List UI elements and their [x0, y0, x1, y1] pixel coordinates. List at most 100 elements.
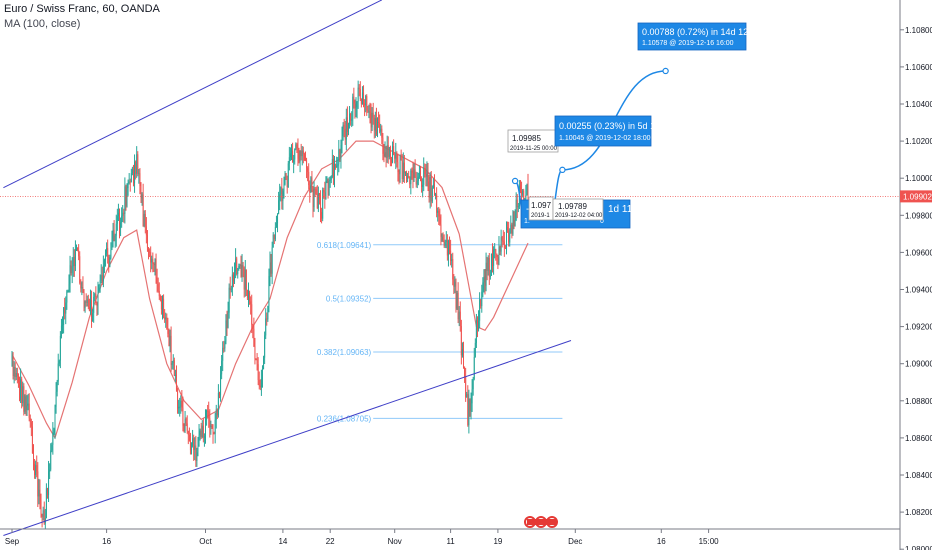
candle-body — [325, 180, 327, 200]
candle-body — [223, 347, 225, 349]
candle-body — [237, 268, 239, 275]
candle-body — [92, 312, 94, 322]
candle-body — [316, 193, 318, 208]
candle-body — [107, 248, 109, 257]
candle-body — [277, 214, 279, 224]
candle-body — [258, 380, 260, 386]
candle-body — [499, 247, 501, 252]
candle-body — [27, 403, 29, 406]
candle-body — [369, 111, 371, 115]
candle-body — [354, 103, 356, 109]
candle-body — [72, 257, 74, 267]
candle-body — [317, 193, 319, 208]
candle-body — [460, 326, 462, 356]
candle-body — [97, 290, 99, 306]
trend-channel[interactable] — [3, 0, 572, 536]
candle-body — [22, 386, 24, 404]
channel-lower-line[interactable] — [3, 340, 572, 536]
candle-body — [58, 360, 60, 364]
candle-body — [246, 290, 248, 298]
candle-body — [23, 386, 25, 412]
candle-body — [131, 169, 133, 174]
candle-body — [200, 430, 202, 437]
candle-body — [218, 392, 220, 396]
candle-body — [169, 335, 171, 347]
candle-body — [135, 161, 137, 174]
candle-body — [478, 320, 480, 330]
candle-body — [296, 144, 298, 149]
projection-anchor[interactable] — [559, 166, 566, 174]
candle-body — [465, 376, 467, 398]
candle-body — [472, 378, 474, 390]
candle-body — [268, 276, 270, 306]
candle-body — [154, 259, 156, 266]
candle-body — [420, 172, 421, 180]
candle-body — [138, 173, 140, 175]
price-tick-label: 1.10400 — [905, 100, 932, 109]
candle-body — [450, 250, 452, 261]
candle-body — [164, 317, 166, 320]
candle-body — [16, 373, 18, 377]
candle-body — [339, 149, 341, 158]
chart-title: Euro / Swiss Franc, 60, OANDA — [4, 3, 160, 15]
candle-body — [323, 190, 325, 193]
candle-body — [361, 92, 363, 105]
candle-body — [411, 170, 413, 173]
candle-body — [334, 163, 335, 178]
time-tick-label: 19 — [493, 537, 502, 546]
candle-body — [177, 391, 179, 409]
candle-body — [320, 195, 322, 213]
candle-body — [341, 135, 343, 146]
candle-body — [329, 179, 331, 181]
candle-body — [342, 124, 344, 136]
candle-body — [346, 117, 348, 132]
candle-body — [302, 150, 304, 155]
candle-body — [447, 240, 449, 256]
time-tick-label: Sep — [5, 537, 20, 546]
candle-body — [37, 471, 39, 497]
candle-body — [11, 357, 13, 364]
candle-body — [439, 216, 441, 225]
candle-body — [350, 114, 352, 121]
time-axis[interactable]: Sep 16 Oct 14 22 Nov 11 19 Dec 16 15:00 — [0, 528, 900, 546]
candle-body — [48, 471, 50, 495]
projection-anchor[interactable] — [662, 67, 669, 75]
candle-body — [110, 249, 112, 258]
projection-callout-low[interactable] — [552, 198, 604, 221]
candle-body — [62, 324, 64, 326]
candle-body — [356, 101, 358, 108]
candle-body — [328, 180, 330, 196]
candle-body — [35, 465, 37, 475]
current-price-badge[interactable] — [900, 190, 932, 203]
candle-body — [289, 153, 291, 158]
candle-body — [42, 510, 44, 517]
candle-body — [235, 258, 237, 272]
candle-body — [427, 171, 429, 182]
candle-body — [479, 299, 481, 321]
candle-body — [96, 302, 98, 306]
candle-body — [243, 267, 245, 290]
candle-body — [402, 162, 404, 180]
candle-body — [152, 258, 154, 264]
candle-body — [396, 153, 398, 163]
candle-body — [20, 379, 22, 400]
candle-body — [19, 382, 21, 400]
channel-upper-line[interactable] — [3, 0, 383, 189]
candle-body — [59, 335, 61, 361]
candle-body — [309, 185, 311, 193]
candle-body — [150, 252, 152, 263]
candle-body — [280, 187, 282, 195]
projection-callout-14d[interactable] — [637, 22, 747, 51]
candle-body — [238, 266, 240, 269]
candle-body — [153, 263, 155, 266]
candle-body — [74, 249, 76, 267]
price-axis[interactable]: 1.08000 1.08200 1.08400 1.08600 1.08800 1.090… — [899, 0, 932, 554]
candle-body — [270, 262, 272, 274]
projection-callout-5d[interactable] — [554, 115, 652, 147]
time-tick-label: 16 — [657, 537, 666, 546]
projection-anchor[interactable] — [511, 177, 519, 185]
candle-body — [513, 211, 515, 226]
